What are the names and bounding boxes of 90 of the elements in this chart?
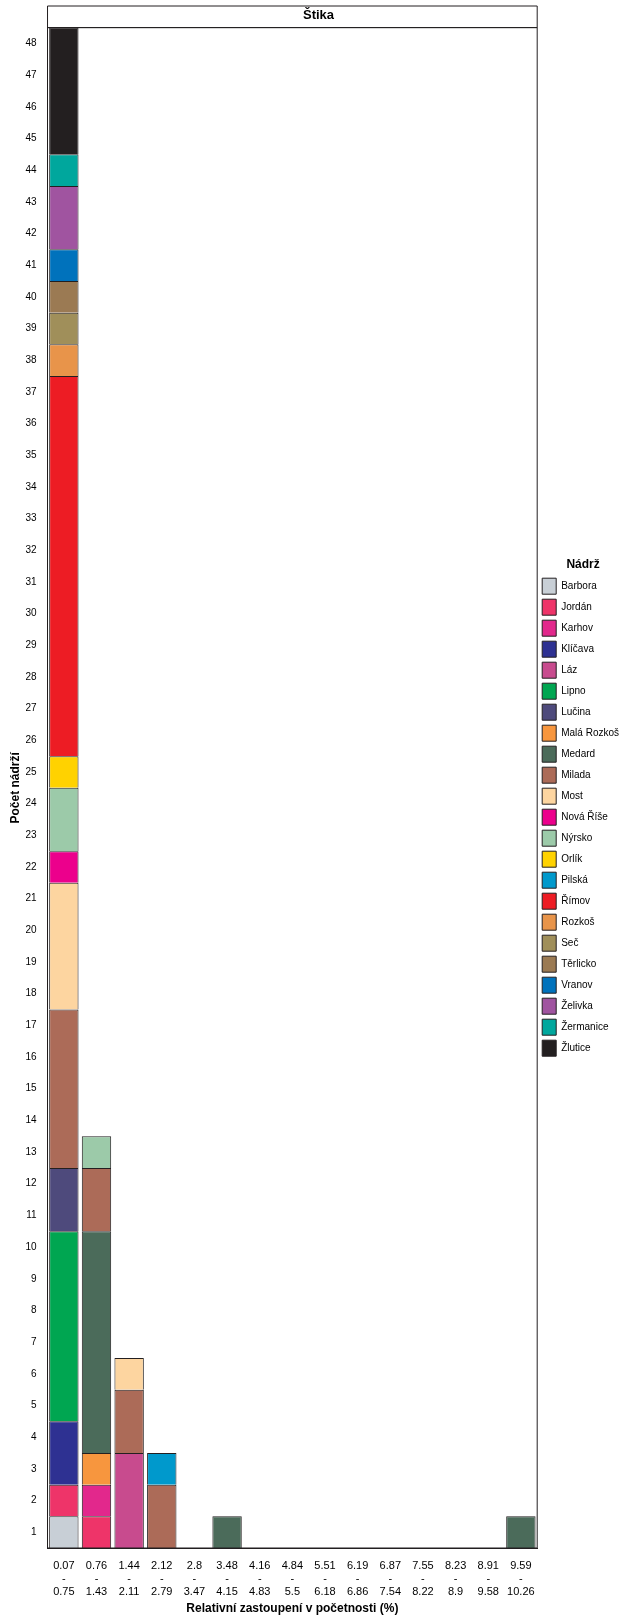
y-tick-label: 43 <box>25 195 37 207</box>
y-tick-label: 29 <box>25 639 37 651</box>
y-tick-label: 17 <box>25 1019 37 1031</box>
legend-label: Žermanice <box>561 1019 609 1032</box>
legend-label: Želivka <box>561 998 594 1011</box>
y-tick-label: 13 <box>25 1145 37 1157</box>
y-tick-label: 4 <box>30 1430 37 1442</box>
y-tick-label: 30 <box>25 607 37 619</box>
x-tick-label: 4.16 - 4.83 <box>249 1558 271 1598</box>
y-tick-label: 42 <box>25 227 37 239</box>
x-tick-label: 6.19 - 6.86 <box>346 1558 369 1598</box>
chart-title: Štika <box>302 7 335 23</box>
y-axis-title: Počet nádrží <box>7 751 22 824</box>
x-tick-label: 2.8 - 3.47 <box>183 1558 206 1598</box>
y-tick-label: 37 <box>25 385 37 397</box>
y-tick-label: 14 <box>25 1114 37 1126</box>
y-tick-label: 47 <box>25 68 37 80</box>
x-tick-label: 0.07 - 0.75 <box>53 1558 75 1598</box>
y-tick-label: 20 <box>25 924 37 936</box>
legend-label: Malá Rozkoš <box>561 726 620 738</box>
x-tick-label: 8.23 - 8.9 <box>444 1558 467 1598</box>
y-tick-label: 16 <box>25 1050 37 1062</box>
legend-label: Jordán <box>561 600 592 612</box>
legend-label: Milada <box>561 768 592 780</box>
x-tick-label: 8.91 - 9.58 <box>477 1558 499 1598</box>
legend-label: Karhov <box>561 621 593 633</box>
legend-title: Nádrž <box>566 557 600 572</box>
y-tick-label: 5 <box>30 1399 37 1411</box>
y-tick-label: 32 <box>25 543 37 555</box>
legend-label: Nýrsko <box>561 831 593 843</box>
y-tick-label: 28 <box>25 670 37 682</box>
legend-label: Lipno <box>561 684 587 696</box>
y-tick-label: 39 <box>25 322 37 334</box>
x-tick-label: 7.55 - 8.22 <box>412 1558 434 1598</box>
y-tick-label: 9 <box>30 1272 37 1284</box>
y-tick-label: 1 <box>30 1525 37 1537</box>
y-tick-label: 15 <box>25 1082 37 1094</box>
y-tick-label: 25 <box>25 765 37 777</box>
x-tick-label: 2.12 - 2.79 <box>151 1558 173 1598</box>
y-tick-label: 6 <box>30 1367 37 1379</box>
y-tick-label: 19 <box>25 955 37 967</box>
legend-label: Klíčava <box>561 642 595 654</box>
y-tick-label: 45 <box>25 132 37 144</box>
legend-label: Lučina <box>561 705 592 717</box>
y-tick-label: 34 <box>25 480 37 492</box>
y-tick-label: 8 <box>30 1304 37 1316</box>
y-tick-label: 27 <box>25 702 37 714</box>
y-tick-label: 18 <box>25 987 37 999</box>
y-tick-label: 2 <box>30 1494 37 1506</box>
x-axis-title: Relativní zastoupení v početnosti (%) <box>186 1601 399 1616</box>
legend-label: Vranov <box>561 978 593 990</box>
y-tick-label: 10 <box>25 1240 37 1252</box>
legend-label: Medard <box>561 747 596 759</box>
y-tick-label: 44 <box>25 163 37 175</box>
x-tick-label: 4.84 - 5.5 <box>281 1558 304 1598</box>
y-tick-label: 22 <box>25 860 37 872</box>
y-tick-label: 24 <box>25 797 37 809</box>
x-tick-label: 5.51 - 6.18 <box>314 1558 336 1598</box>
y-tick-label: 7 <box>30 1335 37 1347</box>
legend-label: Žlutice <box>561 1040 592 1053</box>
legend-label: Barbora <box>561 579 598 591</box>
y-tick-label: 21 <box>25 892 37 904</box>
y-tick-label: 12 <box>25 1177 37 1189</box>
legend-label: Orlík <box>561 852 584 864</box>
y-tick-label: 33 <box>25 512 37 524</box>
y-tick-label: 46 <box>25 100 37 112</box>
y-tick-label: 36 <box>25 417 37 429</box>
y-tick-label: 11 <box>26 1209 37 1221</box>
y-tick-label: 23 <box>25 829 37 841</box>
legend-label: Most <box>561 789 584 801</box>
x-tick-label: 1.44 - 2.11 <box>118 1558 140 1598</box>
y-tick-label: 31 <box>25 575 37 587</box>
x-tick-label: 9.59 - 10.26 <box>507 1558 535 1598</box>
legend-label: Pilská <box>561 873 589 885</box>
legend-label: Rozkoš <box>561 915 595 927</box>
legend-label: Láz <box>561 663 578 675</box>
y-tick-label: 38 <box>25 353 37 365</box>
y-tick-label: 35 <box>25 448 37 460</box>
y-tick-label: 40 <box>25 290 37 302</box>
x-tick-label: 0.76 - 1.43 <box>85 1558 108 1598</box>
legend-label: Římov <box>561 893 591 906</box>
y-tick-label: 48 <box>25 37 37 49</box>
legend-label: Nová Říše <box>561 809 609 822</box>
x-tick-label: 6.87 - 7.54 <box>379 1558 402 1598</box>
y-tick-label: 3 <box>30 1462 37 1474</box>
legend-label: Seč <box>561 936 579 948</box>
x-tick-label: 3.48 - 4.15 <box>216 1558 238 1598</box>
y-tick-label: 41 <box>25 258 37 270</box>
legend-label: Těrlicko <box>561 957 597 969</box>
y-tick-label: 26 <box>25 734 37 746</box>
